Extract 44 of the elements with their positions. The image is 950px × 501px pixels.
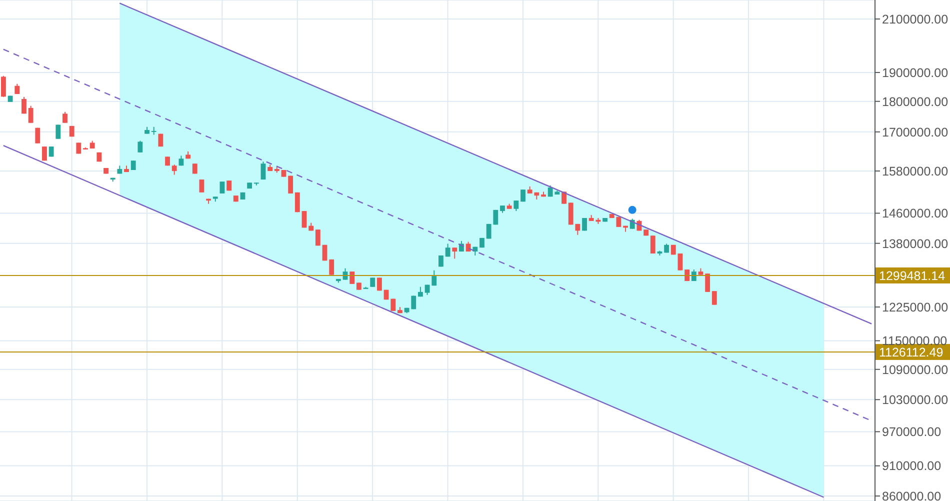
candlestick — [370, 277, 376, 288]
candlestick — [678, 252, 683, 271]
y-tick-label: 910000.00 — [882, 459, 942, 474]
candlestick — [712, 290, 717, 306]
candlestick — [35, 127, 40, 144]
y-tick-label: 1900000.00 — [882, 66, 948, 80]
candlestick — [62, 111, 68, 124]
candlestick — [302, 210, 307, 228]
candlestick — [650, 235, 656, 254]
candlestick — [376, 277, 382, 292]
candlestick — [220, 181, 225, 194]
y-tick-label: 860000.00 — [882, 489, 942, 501]
y-tick-label: 1580000.00 — [882, 164, 948, 178]
candlestick — [42, 146, 47, 162]
candlestick — [22, 96, 26, 114]
candlestick — [28, 105, 34, 124]
candlestick — [199, 179, 204, 193]
candlestick — [1, 75, 6, 98]
ref-line-label: 1299481.14 — [879, 268, 946, 283]
y-tick-label: 1800000.00 — [882, 94, 948, 109]
candlestick — [315, 229, 320, 246]
candlestick — [520, 189, 526, 202]
candlestick — [390, 298, 396, 312]
y-tick-label: 1225000.00 — [882, 300, 948, 314]
candlestick — [452, 247, 458, 260]
candlestick — [56, 124, 61, 140]
candlestick — [172, 164, 177, 176]
candlestick — [329, 258, 334, 276]
candlestick — [514, 200, 519, 212]
ref-line-label: 1126112.49 — [879, 345, 944, 360]
y-tick-label: 2100000.00 — [882, 12, 948, 26]
candlestick — [260, 161, 266, 180]
candlestick — [288, 175, 294, 194]
y-tick-label: 1460000.00 — [882, 206, 948, 221]
candlestick — [705, 273, 710, 292]
candlestick — [350, 271, 355, 284]
y-tick-label: 1090000.00 — [882, 362, 948, 377]
candlestick — [445, 243, 450, 258]
y-tick-label: 970000.00 — [882, 425, 942, 440]
y-tick-label: 1700000.00 — [882, 125, 948, 140]
y-tick-label: 1380000.00 — [882, 236, 948, 251]
candlestick — [138, 140, 143, 153]
candlestick — [14, 83, 20, 94]
y-tick-label: 1030000.00 — [882, 393, 948, 408]
